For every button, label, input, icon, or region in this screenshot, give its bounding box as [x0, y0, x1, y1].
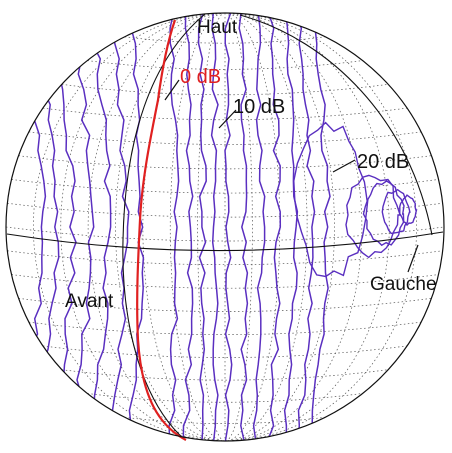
grid-parallel — [124, 416, 326, 424]
level-contour-loop — [293, 121, 369, 278]
grid-meridian — [224, 13, 253, 441]
grid-parallel — [18, 297, 432, 312]
grid-meridian — [169, 13, 226, 441]
grid-parallel — [61, 369, 389, 381]
level-contour — [182, 13, 194, 441]
level-contour — [68, 13, 95, 441]
grid-meridian — [197, 13, 226, 441]
level-contour — [252, 13, 266, 441]
grid-meridian — [224, 13, 281, 441]
grid-parallel — [7, 202, 443, 218]
level-contour — [168, 13, 180, 441]
left-meridian-line — [239, 14, 433, 236]
level-contour — [128, 13, 145, 441]
level-contour — [197, 13, 207, 441]
grid-parallel — [87, 60, 363, 70]
grid-parallel — [42, 107, 408, 121]
level-contour — [30, 13, 60, 441]
level-contour-loop — [398, 194, 418, 227]
level-contour — [238, 13, 249, 441]
level-contour — [266, 13, 282, 441]
ten-db-leader-line — [218, 109, 237, 129]
grid-meridian — [224, 13, 335, 441]
level-contour — [295, 13, 316, 441]
equator-line — [6, 231, 444, 252]
top-label: Haut — [197, 17, 238, 38]
grid-parallel — [18, 155, 432, 170]
left-label: Gauche — [370, 274, 437, 295]
sphere-outline — [5, 12, 445, 442]
zero-db-leader-line — [164, 79, 180, 101]
level-contour — [90, 13, 112, 441]
level-contour-lines — [18, 13, 418, 441]
level-contour — [48, 13, 77, 441]
grid-parallel — [42, 345, 408, 358]
grid-meridian — [115, 13, 226, 441]
zero-db-label: 0 dB — [180, 66, 221, 88]
twenty-db-label: 20 dB — [357, 151, 409, 173]
grid-parallel — [7, 250, 443, 266]
twenty-db-leader-line — [332, 159, 356, 173]
ten-db-label: 10 dB — [233, 96, 285, 118]
left-label-leader-line — [407, 244, 419, 273]
zero-db-contour — [136, 19, 187, 441]
level-contour — [283, 13, 299, 441]
front-label: Avant — [65, 291, 114, 312]
grid-parallel — [87, 393, 363, 403]
level-contour — [224, 13, 233, 441]
grid-meridian — [224, 13, 308, 441]
level-contour — [210, 13, 219, 441]
level-contour — [18, 13, 47, 441]
level-contour — [308, 13, 331, 441]
grid-parallel — [61, 83, 389, 96]
dotted-meridian-parallel-grid — [6, 13, 444, 441]
grid-parallel — [28, 131, 422, 145]
level-contour-loop — [381, 188, 411, 235]
level-contour — [107, 13, 130, 441]
